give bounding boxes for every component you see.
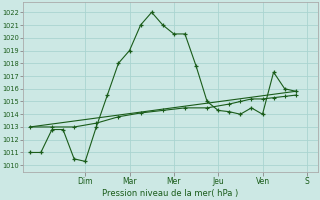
X-axis label: Pression niveau de la mer( hPa ): Pression niveau de la mer( hPa ) bbox=[102, 189, 239, 198]
